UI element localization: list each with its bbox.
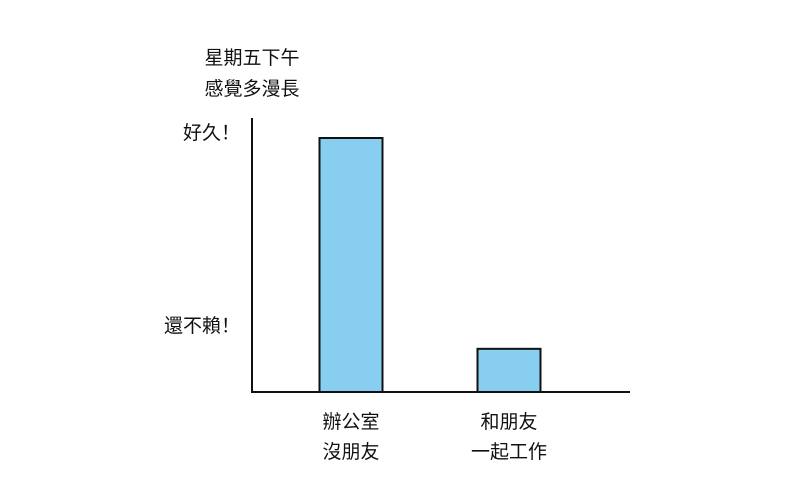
x-tick-label-0-line-0: 辦公室 bbox=[322, 411, 379, 433]
x-tick-label-0-line-1: 沒朋友 bbox=[322, 441, 379, 463]
y-tick-label-0: 好久！ bbox=[183, 122, 240, 144]
bar-0 bbox=[318, 137, 384, 393]
y-tick-label-1: 還不賴！ bbox=[164, 315, 240, 337]
bar-1 bbox=[476, 347, 542, 394]
chart-title-line-1: 星期五下午 bbox=[204, 47, 299, 69]
chart-title-line-2: 感覺多漫長 bbox=[204, 78, 299, 100]
x-tick-label-1-line-1: 一起工作 bbox=[471, 441, 547, 463]
x-tick-label-1-line-0: 和朋友 bbox=[480, 411, 537, 433]
